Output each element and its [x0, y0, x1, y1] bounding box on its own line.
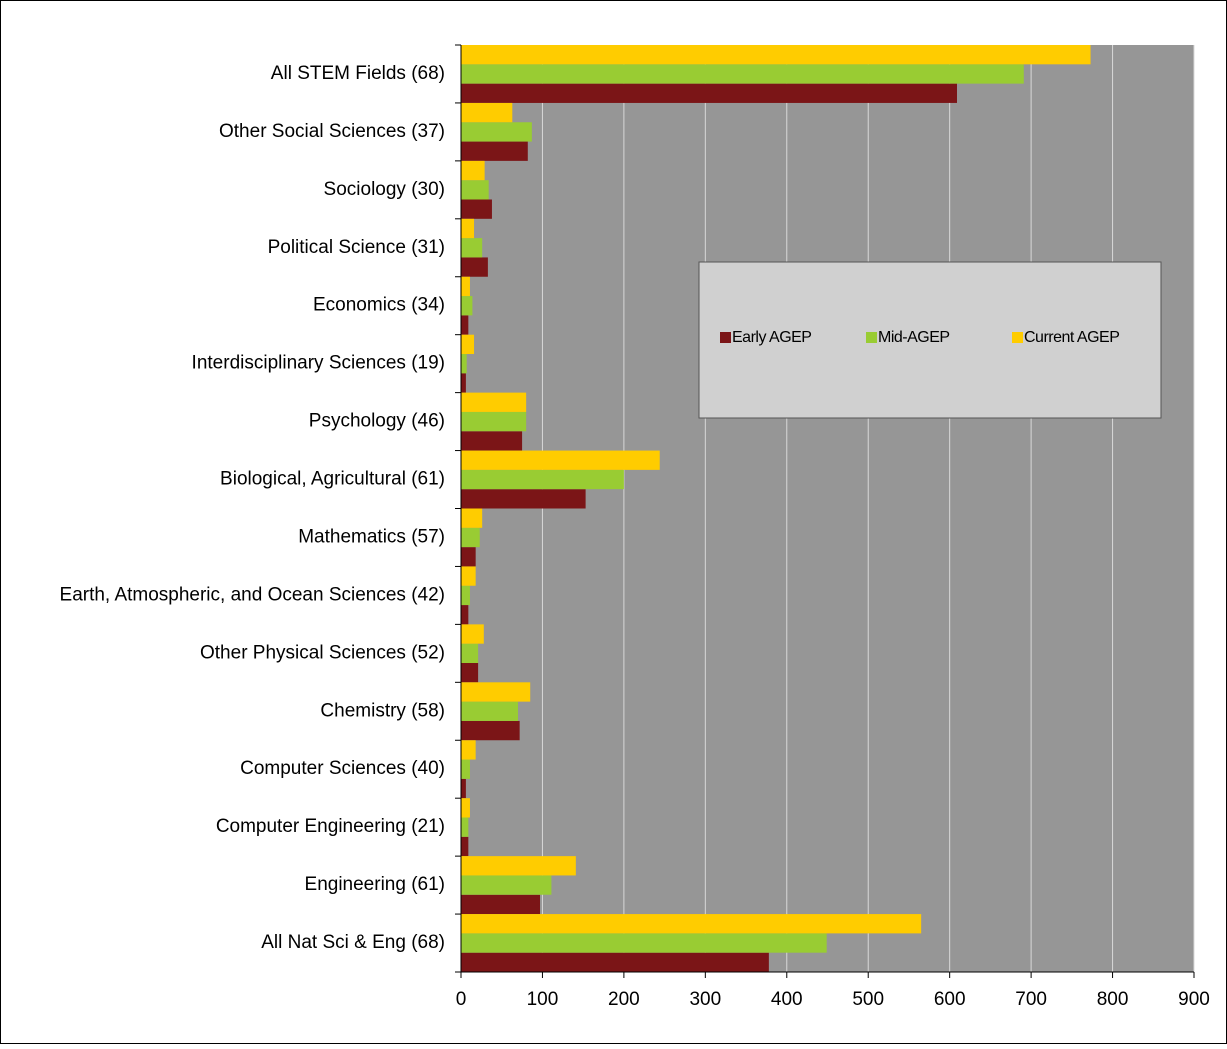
bar — [461, 411, 527, 432]
bar — [461, 798, 470, 818]
bar — [461, 469, 624, 490]
bar — [461, 585, 470, 606]
bar — [461, 199, 492, 219]
bar — [461, 450, 660, 470]
bar — [461, 778, 466, 799]
bar — [461, 663, 479, 683]
legend-swatch — [866, 332, 877, 343]
bar — [461, 740, 476, 760]
bar — [461, 431, 523, 451]
bar — [461, 373, 466, 393]
y-tick-label: Biological, Agricultural (61) — [220, 469, 445, 490]
bar — [461, 334, 475, 354]
y-tick-label: Other Social Sciences (37) — [219, 121, 445, 142]
y-tick-label: Interdisciplinary Sciences (19) — [192, 353, 445, 374]
legend-swatch — [720, 332, 731, 343]
legend-label: Early AGEP — [732, 329, 811, 346]
bar — [461, 238, 483, 258]
y-tick-label: Other Physical Sciences (52) — [200, 642, 445, 663]
x-tick-label: 300 — [689, 989, 721, 1010]
y-tick-label: Mathematics (57) — [298, 526, 445, 547]
bar — [461, 354, 467, 374]
bar — [461, 257, 488, 277]
bar — [461, 508, 483, 528]
y-tick-label: All STEM Fields (68) — [271, 63, 445, 84]
bar — [461, 759, 470, 779]
bar — [461, 102, 513, 123]
bar — [461, 160, 485, 181]
x-tick-label: 400 — [771, 989, 803, 1010]
bar — [461, 952, 769, 972]
bar — [461, 720, 520, 741]
bar — [461, 875, 552, 895]
bar — [461, 605, 469, 625]
bar — [461, 914, 922, 934]
bar — [461, 141, 528, 161]
legend-label: Current AGEP — [1024, 329, 1119, 346]
y-tick-label: Economics (34) — [313, 295, 445, 316]
y-tick-label: Chemistry (58) — [320, 700, 445, 721]
y-tick-label: Psychology (46) — [309, 411, 445, 432]
bar — [461, 180, 489, 200]
x-tick-label: 100 — [527, 989, 559, 1010]
bar — [461, 64, 1024, 84]
bar — [461, 392, 527, 412]
bar — [461, 624, 484, 644]
bar — [461, 45, 1091, 65]
y-tick-label: Sociology (30) — [324, 179, 445, 200]
x-tick-label: 700 — [1015, 989, 1047, 1010]
bar — [461, 894, 541, 915]
bar — [461, 527, 480, 548]
x-tick-label: 500 — [852, 989, 884, 1010]
legend — [698, 261, 1162, 419]
x-tick-label: 900 — [1178, 989, 1210, 1010]
y-tick-label: Engineering (61) — [305, 874, 445, 895]
bar — [461, 643, 479, 663]
bar — [461, 701, 519, 721]
x-tick-label: 800 — [1097, 989, 1129, 1010]
bar — [461, 856, 576, 876]
y-tick-label: All Nat Sci & Eng (68) — [261, 932, 445, 953]
bar — [461, 218, 475, 239]
y-tick-label: Earth, Atmospheric, and Ocean Sciences (… — [60, 584, 445, 605]
x-tick-label: 0 — [456, 989, 467, 1010]
bar — [461, 296, 473, 316]
legend-swatch — [1012, 332, 1023, 343]
bar — [461, 83, 957, 103]
y-tick-label: Computer Engineering (21) — [216, 816, 445, 837]
legend-label: Mid-AGEP — [878, 329, 950, 346]
bar — [461, 315, 469, 335]
x-tick-label: 600 — [934, 989, 966, 1010]
bar — [461, 489, 586, 509]
x-tick-label: 200 — [608, 989, 640, 1010]
bar — [461, 547, 476, 567]
bar — [461, 682, 531, 702]
bar — [461, 933, 827, 953]
bar — [461, 817, 469, 837]
y-tick-label: Political Science (31) — [268, 237, 445, 258]
bar — [461, 122, 532, 142]
y-tick-label: Computer Sciences (40) — [240, 758, 445, 779]
bar — [461, 836, 469, 857]
bar — [461, 566, 476, 586]
bar — [461, 276, 470, 297]
